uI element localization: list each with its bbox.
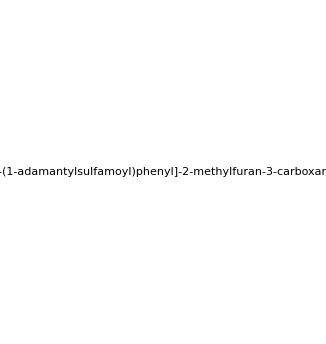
Text: N-[4-(1-adamantylsulfamoyl)phenyl]-2-methylfuran-3-carboxamide: N-[4-(1-adamantylsulfamoyl)phenyl]-2-met… bbox=[0, 167, 326, 177]
